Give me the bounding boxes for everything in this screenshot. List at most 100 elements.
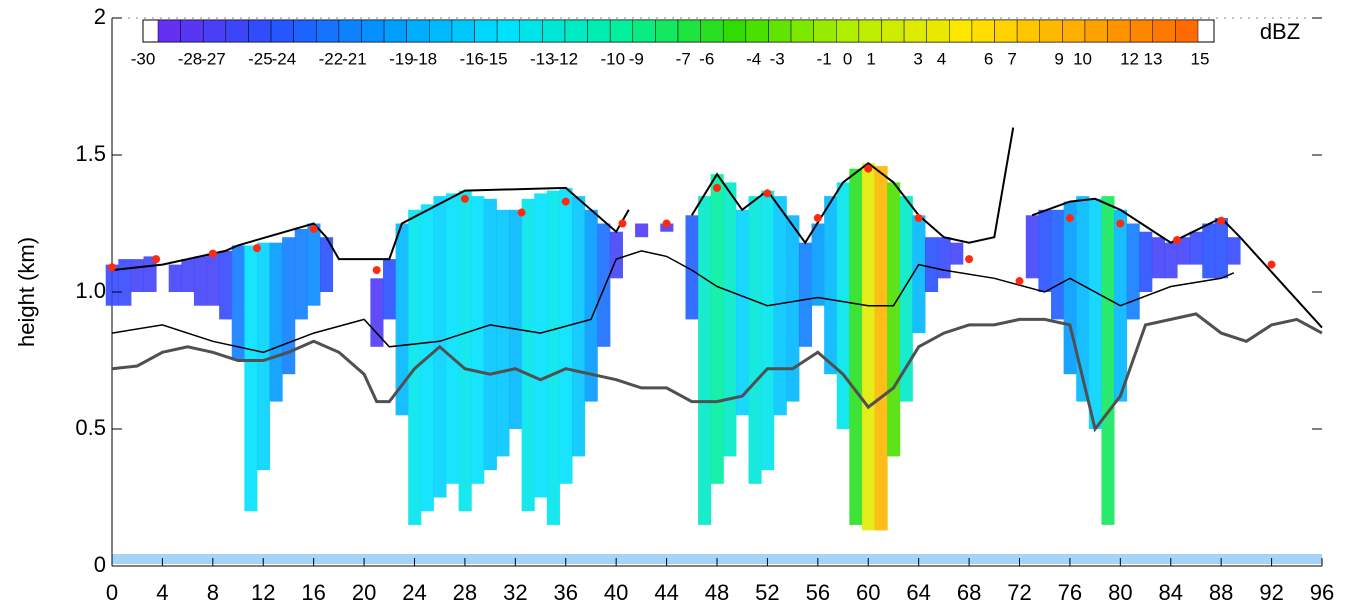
echo-column [370, 278, 384, 347]
echo-column [319, 237, 334, 292]
colorbar-label: 10 [1073, 49, 1092, 68]
echo-column [1126, 223, 1140, 320]
echo-column [1051, 209, 1065, 320]
x-tick-label: 4 [156, 580, 168, 605]
colorbar-cell [564, 19, 588, 43]
echo-column [786, 215, 800, 402]
echo-column [1227, 237, 1241, 265]
colorbar-title: dBZ [1260, 19, 1300, 44]
echo-column [130, 259, 145, 292]
echo-column [395, 223, 409, 416]
echo-column [635, 223, 649, 238]
x-tick-label: 16 [301, 580, 325, 605]
colorbar-cell [406, 19, 430, 43]
echo-column [572, 196, 586, 457]
x-tick-label: 20 [352, 580, 376, 605]
colorbar-cell [519, 19, 543, 43]
echo-column [912, 215, 926, 334]
colorbar-cell [903, 19, 927, 43]
cloud-top-dot [108, 263, 116, 272]
x-tick-label: 96 [1310, 580, 1334, 605]
echo-column [471, 196, 485, 484]
colorbar-label: 7 [1007, 49, 1016, 68]
x-tick-label: 12 [251, 580, 275, 605]
colorbar-cell [768, 19, 792, 43]
echo-column [924, 237, 939, 292]
echo-column [899, 196, 913, 402]
cloud-top-dot [1015, 277, 1024, 286]
echo-column [836, 182, 850, 429]
colorbar-cell [677, 19, 701, 43]
echo-column [168, 264, 182, 292]
x-tick-label: 48 [705, 580, 729, 605]
cloud-top-dot [561, 197, 570, 206]
x-tick-label: 32 [503, 580, 527, 605]
cloud-top-dot [914, 214, 923, 223]
colorbar-cell [429, 19, 453, 43]
colorbar-cell [157, 19, 181, 43]
cloud-top-dot [713, 183, 721, 192]
colorbar-cell [994, 19, 1018, 43]
colorbar-cell [474, 19, 498, 43]
cloud-top-dot [813, 214, 822, 223]
echo-column [723, 182, 737, 457]
colorbar-label: 0 [843, 49, 852, 68]
colorbar-cell [1039, 19, 1063, 43]
colorbar-cell [836, 19, 860, 43]
y-tick-label: 2 [94, 4, 106, 29]
cloud-top-dot [1173, 235, 1182, 244]
echo-column [597, 223, 611, 347]
echo-column [269, 242, 283, 402]
echo-column [294, 228, 308, 320]
echo-column [861, 163, 876, 531]
echo-column [1038, 209, 1052, 292]
colorbar-label: -16 [460, 49, 485, 68]
cloud-top-dot [965, 255, 974, 264]
echo-column [1189, 231, 1203, 265]
echo-column [937, 237, 951, 279]
colorbar-cell [609, 19, 634, 43]
colorbar-cell [451, 19, 475, 43]
echo-column [231, 245, 245, 361]
echo-column [1139, 231, 1153, 292]
colorbar-cell [496, 19, 520, 43]
colorbar-cell [248, 19, 272, 43]
echo-column [887, 182, 901, 457]
colorbar-cell [655, 19, 679, 43]
echo-column [559, 187, 573, 484]
colorbar-cell [270, 19, 294, 43]
echo-column [307, 223, 321, 306]
echo-column [849, 168, 863, 525]
cloud-top-dot [1217, 216, 1226, 225]
cloud-top-dot [864, 164, 873, 173]
echo-column [710, 174, 724, 484]
colorbar-cell [949, 19, 973, 43]
cloud-top-dot [252, 244, 261, 253]
cloud-top-dot [152, 255, 161, 264]
colorbar-cell [180, 19, 204, 43]
echo-column [1202, 223, 1216, 279]
colorbar-label: -6 [699, 49, 714, 68]
colorbar-cell [1107, 19, 1131, 43]
x-tick-label: 0 [106, 580, 118, 605]
echo-column [735, 209, 750, 416]
x-tick-label: 24 [402, 580, 426, 605]
echo-column [748, 196, 762, 484]
colorbar-cell [202, 19, 227, 43]
echo-column [181, 259, 195, 292]
x-tick-label: 80 [1108, 580, 1132, 605]
colorbar-label: -7 [676, 49, 691, 68]
echo-column [798, 242, 813, 347]
cloud-top-dot [763, 189, 772, 198]
colorbar-cell [1152, 19, 1176, 43]
colorbar-label: -25 [248, 49, 273, 68]
colorbar-cell [745, 19, 769, 43]
echo-column [950, 242, 964, 265]
echo-column [761, 190, 775, 471]
echo-column [1177, 237, 1191, 265]
colorbar-cell [1084, 19, 1108, 43]
colorbar-cell [813, 19, 837, 43]
echo-column [1063, 201, 1077, 375]
colorbar-label: -12 [554, 49, 579, 68]
